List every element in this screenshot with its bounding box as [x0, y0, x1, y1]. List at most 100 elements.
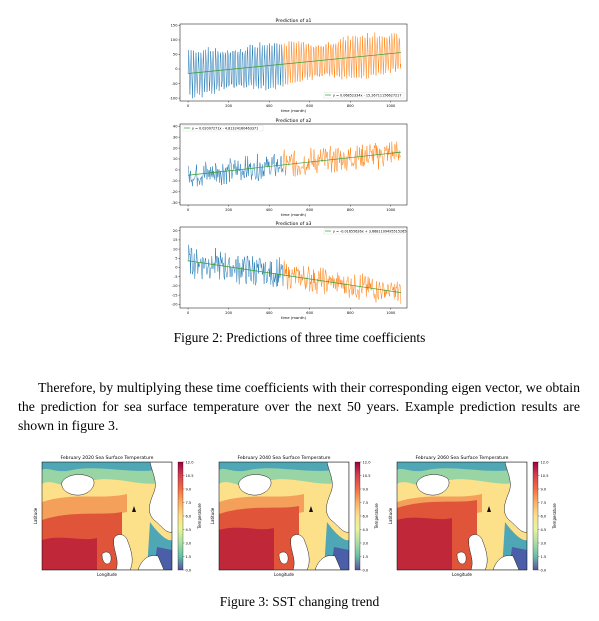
chart-title: Prediction of a2: [276, 118, 312, 124]
legend-entry: y = 0.02007271x - 4.81324160463371: [192, 126, 258, 130]
map-ylabel: Latitude: [33, 507, 38, 524]
landmass-great-britain: [113, 534, 133, 570]
series-historical-line: [187, 153, 284, 187]
y-tick-label: 5: [175, 256, 177, 260]
plot-frame: [179, 123, 408, 206]
series-historical-line: [187, 244, 284, 288]
y-tick-label: -15: [172, 293, 178, 297]
y-tick-label: 15: [173, 238, 178, 242]
y-tick-label: 100: [171, 38, 179, 42]
colorbar-tick-label: 10.5: [186, 474, 194, 478]
figure-3-maps: February 2020 Sea Surface Temperature Lon…: [33, 455, 557, 577]
x-tick-label: 600: [306, 208, 314, 212]
colorbar-label: Temperature: [552, 503, 557, 530]
landmass-ireland: [278, 551, 289, 565]
colorbar-tick-label: 7.5: [541, 501, 547, 505]
colorbar: [177, 461, 184, 571]
x-axis-label: time (month): [281, 108, 307, 113]
landmass-great-britain: [290, 534, 310, 570]
x-tick-label: 600: [306, 104, 314, 108]
map-xlabel: Longitude: [452, 572, 472, 577]
trend-line: [188, 260, 401, 294]
map-frame: [41, 461, 173, 571]
landmass-iceland: [416, 474, 450, 496]
y-tick-label: 10: [173, 157, 178, 161]
colorbar-tick-label: 4.5: [541, 528, 547, 532]
y-tick-label: -30: [172, 201, 179, 205]
y-tick-label: 0: [175, 67, 178, 71]
body-paragraph: Therefore, by multiplying these time coe…: [18, 380, 580, 433]
sst-map-2020: February 2020 Sea Surface Temperature Lon…: [33, 455, 202, 577]
colorbar-label: Temperature: [197, 503, 202, 530]
x-tick-label: 800: [347, 208, 355, 212]
x-tick-label: 400: [266, 208, 274, 212]
x-tick-label: 0: [187, 311, 190, 315]
landmass-iceland: [61, 474, 95, 496]
series-predicted-line: [282, 32, 402, 87]
island-marker: [309, 506, 313, 512]
figure-2-caption: Figure 2: Predictions of three time coef…: [173, 330, 426, 345]
colorbar-tick-label: 12.0: [186, 460, 195, 464]
y-tick-label: -100: [169, 96, 178, 100]
chart-title: Prediction of a1: [276, 18, 312, 24]
colorbar-tick-label: 6.0: [363, 514, 369, 518]
colorbar: [354, 461, 361, 571]
x-tick-label: 0: [187, 208, 190, 212]
colorbar-tick-label: 12.0: [363, 460, 372, 464]
y-tick-label: -20: [172, 190, 179, 194]
map-frame: [218, 461, 350, 571]
colorbar-tick-label: 6.0: [186, 514, 192, 518]
x-tick-label: 200: [225, 208, 233, 212]
y-tick-label: 0: [175, 168, 178, 172]
map-ylabel: Latitude: [388, 507, 393, 524]
sst-map-2060: February 2060 Sea Surface Temperature Lon…: [388, 455, 557, 577]
colorbar-tick-label: 12.0: [541, 460, 550, 464]
colorbar-tick-label: 6.0: [541, 514, 547, 518]
x-tick-label: 1000: [386, 208, 396, 212]
map-title: February 2060 Sea Surface Temperature: [415, 455, 508, 461]
y-tick-label: 20: [173, 229, 178, 233]
colorbar-tick-label: 0.0: [541, 568, 547, 572]
colorbar-tick-label: 1.5: [363, 555, 369, 559]
y-tick-label: -50: [172, 82, 179, 86]
y-tick-label: -10: [172, 284, 179, 288]
colorbar-tick-label: 7.5: [186, 501, 192, 505]
colorbar-tick-label: 1.5: [541, 555, 547, 559]
landmass-great-britain: [468, 534, 488, 570]
y-tick-label: 150: [171, 24, 179, 28]
colorbar-label: Temperature: [374, 503, 379, 530]
sst-map-2040: February 2040 Sea Surface Temperature Lon…: [210, 455, 379, 577]
colorbar-tick-label: 9.0: [541, 487, 547, 491]
y-tick-label: -10: [172, 179, 179, 183]
series-predicted-line: [282, 260, 402, 305]
landmass-scandinavia: [326, 462, 349, 533]
legend-entry: y = 0.06852334x - 15.26711156627217: [333, 93, 401, 97]
landmass-iceland: [238, 474, 272, 496]
plot-frame: [179, 226, 408, 309]
x-tick-label: 400: [266, 104, 274, 108]
chart-title: Prediction of a3: [276, 221, 312, 227]
y-tick-label: 50: [173, 53, 178, 57]
y-tick-label: 30: [173, 135, 178, 139]
x-axis-label: time (month): [281, 212, 307, 217]
colorbar-tick-label: 3.0: [186, 541, 192, 545]
y-tick-label: -5: [174, 275, 178, 279]
colorbar-tick-label: 1.5: [186, 555, 192, 559]
y-tick-label: 0: [175, 266, 178, 270]
x-tick-label: 400: [266, 311, 274, 315]
x-tick-label: 200: [225, 104, 233, 108]
colorbar-tick-label: 4.5: [186, 528, 192, 532]
trend-line: [188, 151, 401, 176]
figure-3-caption: Figure 3: SST changing trend: [219, 594, 380, 609]
colorbar-tick-label: 3.0: [363, 541, 369, 545]
island-marker: [487, 506, 491, 512]
plot-frame: [179, 23, 408, 102]
colorbar-tick-label: 9.0: [186, 487, 192, 491]
map-xlabel: Longitude: [274, 572, 294, 577]
x-tick-label: 600: [306, 311, 314, 315]
map-ylabel: Latitude: [210, 507, 215, 524]
trend-line: [188, 52, 401, 74]
x-tick-label: 800: [347, 311, 355, 315]
